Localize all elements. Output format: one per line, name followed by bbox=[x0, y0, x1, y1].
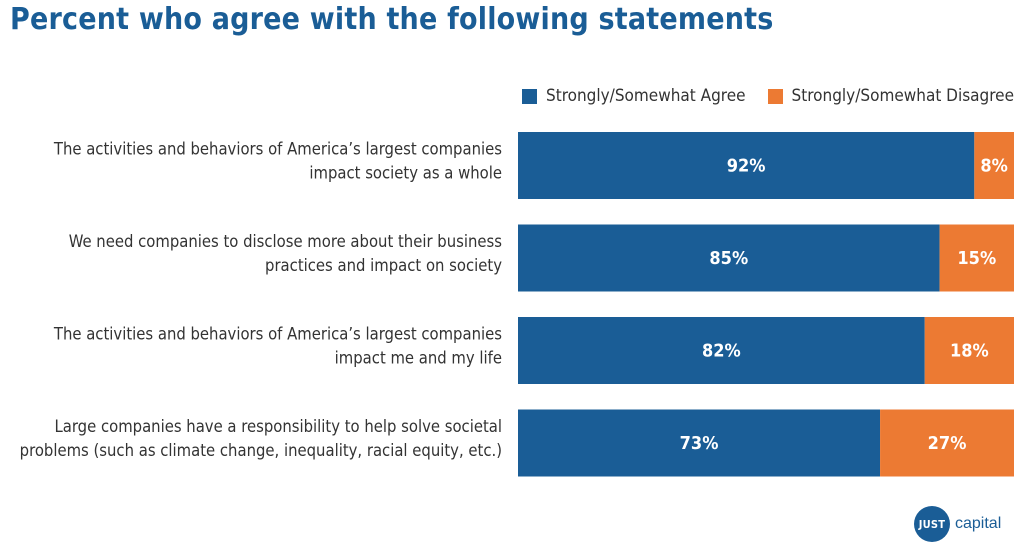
category-label-line: Large companies have a responsibility to… bbox=[55, 417, 503, 436]
bar-disagree bbox=[924, 317, 1014, 384]
bar-agree bbox=[518, 317, 925, 384]
category-label: The activities and behaviors of America’… bbox=[53, 140, 502, 183]
legend-item-agree: Strongly/Somewhat Agree bbox=[522, 86, 746, 106]
bar-disagree bbox=[974, 132, 1014, 199]
logo-mark: JUST bbox=[914, 506, 950, 542]
legend: Strongly/Somewhat Agree Strongly/Somewha… bbox=[500, 86, 1014, 106]
category-label-line: problems (such as climate change, inequa… bbox=[20, 441, 502, 460]
category-label-line: practices and impact on society bbox=[265, 256, 502, 275]
category-label-line: We need companies to disclose more about… bbox=[69, 232, 503, 251]
bar-agree bbox=[518, 224, 940, 292]
bar-disagree bbox=[880, 409, 1014, 477]
category-label: We need companies to disclose more about… bbox=[69, 232, 503, 275]
logo-wordmark: capital bbox=[955, 515, 1002, 532]
data-label-disagree: 18% bbox=[950, 341, 989, 362]
data-label-agree: 85% bbox=[709, 248, 748, 269]
chart-title: Percent who agree with the following sta… bbox=[10, 2, 774, 37]
bar-agree bbox=[518, 409, 881, 477]
legend-item-disagree: Strongly/Somewhat Disagree bbox=[767, 86, 1014, 106]
legend-label-disagree: Strongly/Somewhat Disagree bbox=[791, 86, 1014, 106]
category-label-line: impact society as a whole bbox=[309, 164, 502, 183]
data-label-agree: 82% bbox=[702, 341, 741, 362]
data-label-disagree: 27% bbox=[928, 433, 967, 454]
category-label: The activities and behaviors of America’… bbox=[53, 325, 502, 368]
bar-agree bbox=[518, 132, 975, 199]
data-label-agree: 92% bbox=[727, 156, 766, 177]
data-label-disagree: 15% bbox=[957, 248, 996, 269]
category-label-line: impact me and my life bbox=[335, 349, 502, 368]
legend-swatch-disagree bbox=[767, 88, 783, 104]
bar-disagree bbox=[939, 224, 1014, 292]
data-label-disagree: 8% bbox=[980, 156, 1008, 177]
just-capital-logo: JUST capital bbox=[914, 506, 1001, 542]
data-label-agree: 73% bbox=[680, 433, 719, 454]
category-label: Large companies have a responsibility to… bbox=[20, 417, 502, 460]
legend-label-agree: Strongly/Somewhat Agree bbox=[546, 86, 746, 106]
category-label-line: The activities and behaviors of America’… bbox=[53, 140, 502, 159]
legend-swatch-agree bbox=[522, 88, 537, 104]
category-label-line: The activities and behaviors of America’… bbox=[53, 325, 502, 344]
